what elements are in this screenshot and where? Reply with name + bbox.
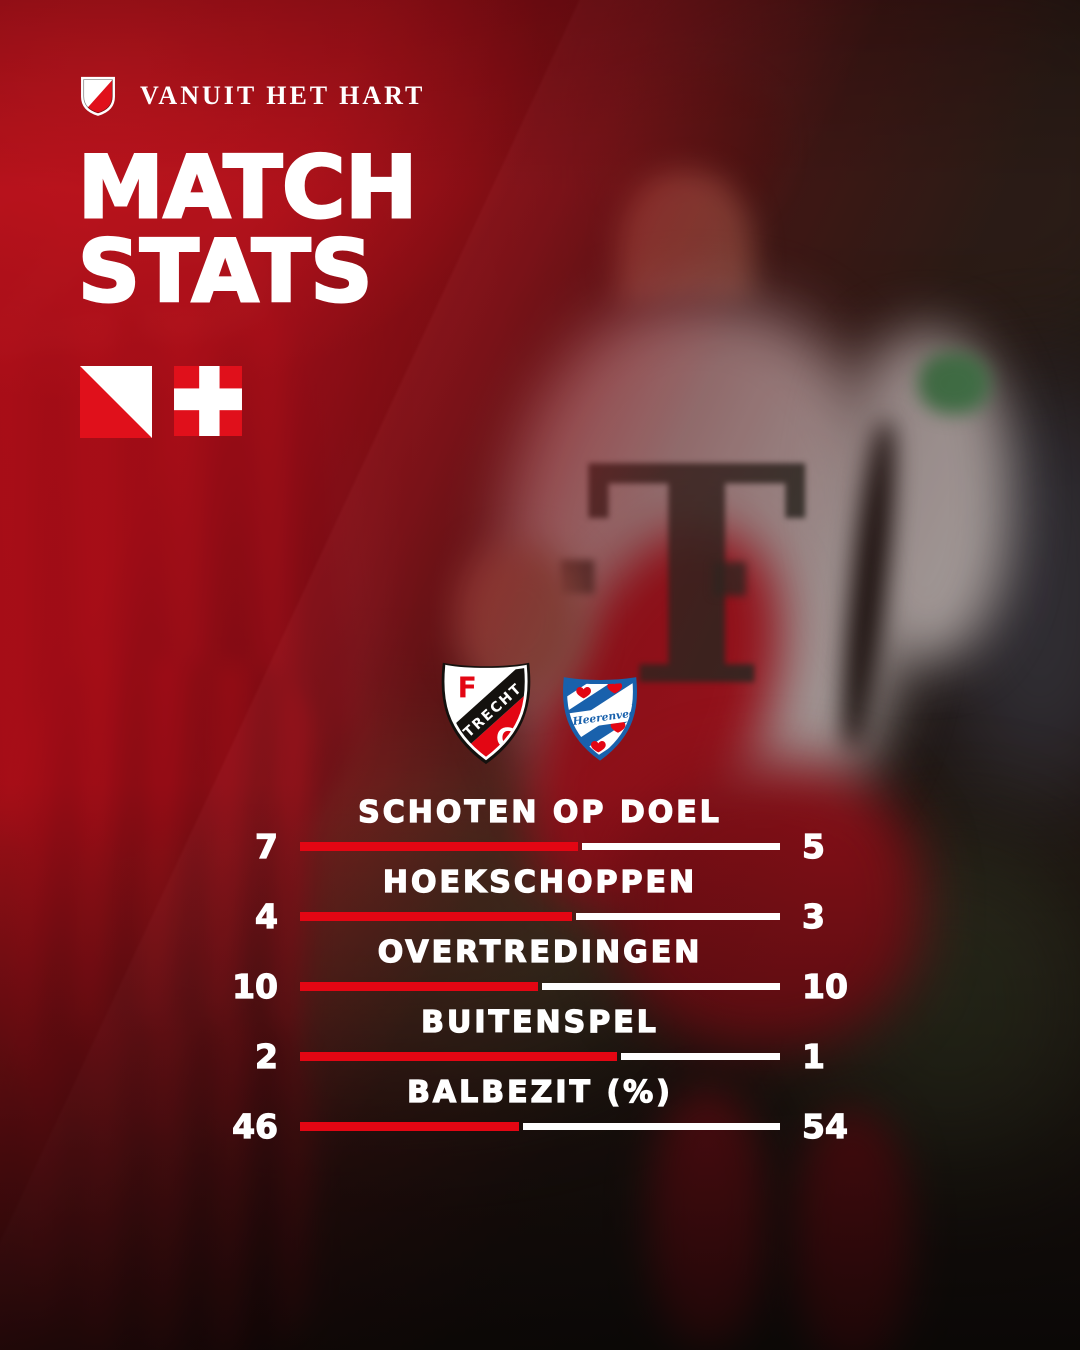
brand-header: VANUIT HET HART [80, 76, 425, 116]
home-bar-segment [300, 841, 578, 851]
stat-bar-line: 10 10 [0, 966, 1080, 1006]
stat-row: SCHOTEN OP DOEL 7 5 [0, 794, 1080, 866]
home-bar-segment [300, 981, 538, 991]
away-bar-segment [621, 1052, 780, 1060]
home-value: 46 [231, 1106, 278, 1146]
away-bar-segment [522, 1122, 780, 1130]
sc-heerenveen-badge: sc Heerenveen [563, 677, 637, 761]
utrecht-shield-icon [81, 76, 115, 116]
away-bar-segment [581, 842, 780, 850]
club-badges: UTRECHT F C [0, 658, 1080, 766]
home-value: 4 [254, 896, 278, 936]
stat-label: SCHOTEN OP DOEL [357, 794, 722, 830]
home-value: 2 [254, 1036, 278, 1076]
utrecht-flag-icon [80, 366, 152, 438]
title-line-1: MATCH [76, 138, 418, 238]
away-value: 5 [801, 826, 825, 866]
poster-title: MATCH STATS [76, 138, 418, 322]
stat-bar [300, 1121, 780, 1131]
stat-bar-line: 2 1 [0, 1036, 1080, 1076]
home-value: 10 [231, 966, 278, 1006]
stat-bar-line: 7 5 [0, 826, 1080, 866]
stat-bar [300, 841, 780, 851]
home-value: 7 [254, 826, 278, 866]
stat-label: BUITENSPEL [421, 1004, 659, 1040]
team-flags [80, 366, 242, 438]
away-value: 1 [801, 1036, 825, 1076]
away-value: 10 [801, 966, 848, 1006]
stat-bar-line: 46 54 [0, 1106, 1080, 1146]
stat-label: OVERTREDINGEN [377, 934, 703, 970]
away-value: 54 [801, 1106, 848, 1146]
stat-bar-line: 4 3 [0, 896, 1080, 936]
home-bar-segment [300, 1051, 618, 1061]
away-value: 3 [801, 896, 825, 936]
home-bar-segment [300, 911, 572, 921]
away-bar-segment [576, 912, 780, 920]
stat-bar [300, 1051, 780, 1061]
home-bar-segment [300, 1121, 519, 1131]
badge-letter-f: F [458, 671, 477, 704]
stat-row: OVERTREDINGEN 10 10 [0, 934, 1080, 1006]
match-stats-list: SCHOTEN OP DOEL 7 5 HOEKSCHOPPEN 4 3 OVE… [0, 794, 1080, 1146]
stat-row: BUITENSPEL 2 1 [0, 1004, 1080, 1076]
heerenveen-cross-flag-icon [174, 366, 242, 436]
stat-row: BALBEZIT (%) 46 54 [0, 1074, 1080, 1146]
fc-utrecht-badge: UTRECHT F C [441, 662, 531, 765]
stat-label: HOEKSCHOPPEN [382, 864, 698, 900]
away-bar-segment [542, 982, 780, 990]
stat-bar [300, 981, 780, 991]
brand-tagline: VANUIT HET HART [140, 81, 426, 110]
stat-label: BALBEZIT (%) [406, 1074, 673, 1110]
stat-bar [300, 911, 780, 921]
title-line-2: STATS [76, 222, 373, 322]
stat-row: HOEKSCHOPPEN 4 3 [0, 864, 1080, 936]
